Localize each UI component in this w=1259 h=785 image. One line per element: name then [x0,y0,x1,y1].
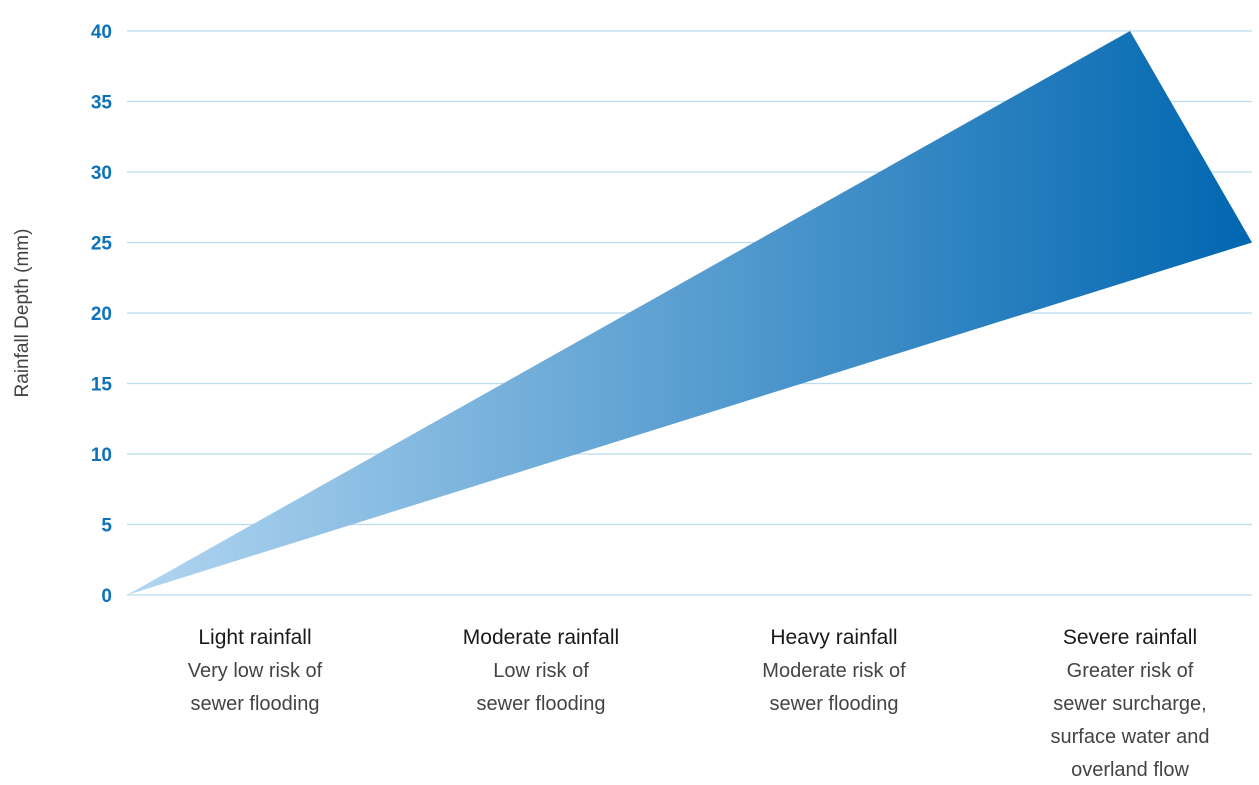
y-axis-ticks: 0 5 10 15 20 25 30 35 40 [91,22,113,607]
category-description: sewer flooding [770,693,899,715]
category-description: surface water and [1051,726,1210,748]
category-2: Heavy rainfall Moderate risk of sewer floo… [762,626,906,715]
category-title: Heavy rainfall [770,626,897,649]
category-description: overland flow [1071,759,1189,781]
y-tick-label: 15 [91,375,113,396]
category-description: Very low risk of [188,660,323,682]
category-description: Moderate risk of [762,660,906,682]
y-tick-label: 25 [91,234,113,255]
category-description: sewer surcharge, [1053,693,1206,715]
y-tick-label: 35 [91,93,113,114]
y-axis-label: Rainfall Depth (mm) [12,229,33,398]
category-labels: Light rainfall Very low risk of sewer floo… [188,626,1210,781]
category-description: sewer flooding [191,693,320,715]
category-description: sewer flooding [477,693,606,715]
y-tick-label: 10 [91,445,112,466]
category-title: Severe rainfall [1063,626,1197,649]
y-tick-label: 0 [101,586,112,607]
category-title: Moderate rainfall [463,626,619,649]
y-tick-label: 40 [91,22,112,43]
category-description: Greater risk of [1067,660,1194,682]
category-description: Low risk of [493,660,589,682]
category-3: Severe rainfall Greater risk of sewer surc… [1051,626,1210,781]
y-tick-label: 5 [101,516,112,537]
y-tick-label: 20 [91,304,112,325]
category-0: Light rainfall Very low risk of sewer floo… [188,626,323,715]
category-1: Moderate rainfall Low risk of sewer floodi… [463,626,619,715]
rainfall-depth-wedge [127,31,1252,595]
y-tick-label: 30 [91,163,112,184]
category-title: Light rainfall [198,626,311,649]
